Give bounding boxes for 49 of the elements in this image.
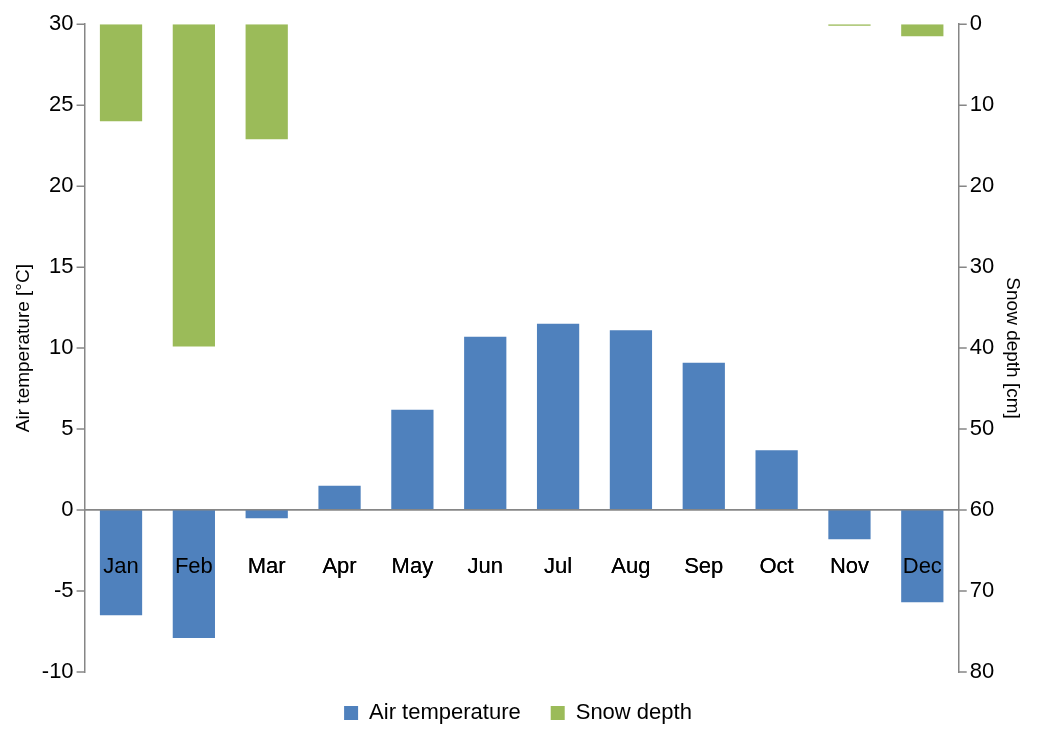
y-tick-label: 10 <box>49 334 74 360</box>
bar <box>901 510 944 603</box>
legend-label: Snow depth <box>575 699 692 725</box>
bar <box>464 336 507 511</box>
bar <box>99 24 143 122</box>
y-tick-label: 25 <box>49 91 74 117</box>
x-tick-label: Aug <box>611 553 651 579</box>
y-tick-label: 15 <box>49 253 74 279</box>
x-tick-label: Oct <box>759 553 794 579</box>
x-tick-label: Jan <box>103 553 139 579</box>
bar <box>536 323 580 511</box>
bar <box>828 510 871 540</box>
x-tick-label: Dec <box>902 553 942 579</box>
y2-tick-label: 30 <box>969 253 995 279</box>
bar <box>172 510 215 638</box>
bar <box>172 24 215 347</box>
bar <box>245 24 288 140</box>
y2-tick-label: 0 <box>969 10 982 36</box>
y-tick-label: 30 <box>49 10 74 36</box>
y2-axis-title: Snow depth [cm] <box>1003 277 1025 419</box>
y-tick-label: -10 <box>41 658 74 684</box>
y-axis-title: Air temperature [°C] <box>11 264 33 433</box>
x-tick-label: May <box>391 553 434 579</box>
bar <box>318 485 361 511</box>
x-tick-label: Apr <box>322 553 357 579</box>
y2-tick-label: 10 <box>969 91 995 117</box>
y2-tick-label: 50 <box>969 415 995 441</box>
x-tick-label: Jul <box>544 553 573 579</box>
bar <box>609 330 653 511</box>
bar <box>391 409 434 511</box>
bar <box>682 362 725 511</box>
x-tick-label: Nov <box>829 553 870 579</box>
y-tick-label: 5 <box>61 415 74 441</box>
y2-tick-label: 60 <box>969 496 995 522</box>
bar <box>901 24 944 37</box>
x-tick-label: Mar <box>247 553 286 579</box>
x-tick-label: Jun <box>467 553 503 579</box>
x-tick-label: Sep <box>684 553 724 579</box>
y2-tick-label: 80 <box>969 658 995 684</box>
y2-tick-label: 40 <box>969 334 995 360</box>
y-tick-label: 0 <box>61 496 74 522</box>
x-tick-label: Feb <box>174 553 213 579</box>
y-tick-label: 20 <box>49 172 74 198</box>
bar <box>99 510 143 616</box>
bar <box>755 450 798 511</box>
y2-tick-label: 20 <box>969 172 995 198</box>
y2-tick-label: 70 <box>969 577 995 603</box>
legend-label: Air temperature <box>369 699 521 725</box>
y-tick-label: -5 <box>54 577 74 603</box>
